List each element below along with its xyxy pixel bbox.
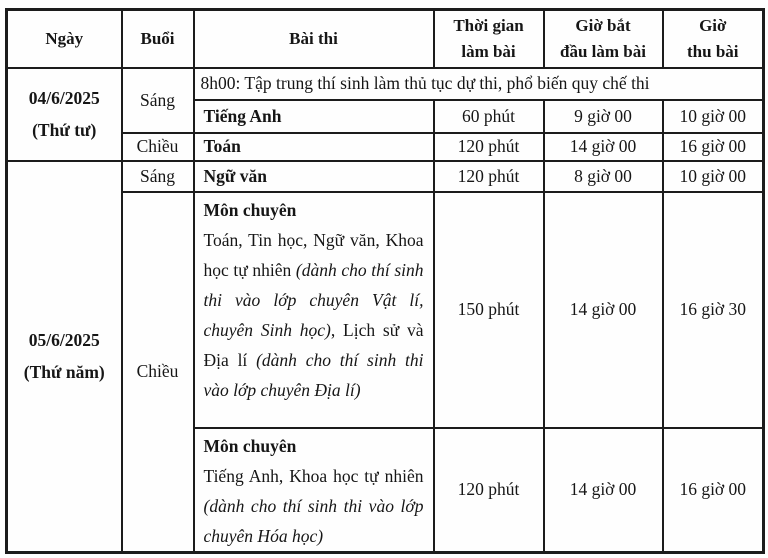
session-cell-day2-afternoon: Chiều bbox=[120, 190, 195, 553]
description-run: Tiếng Anh, Khoa học tự nhiên bbox=[203, 465, 424, 486]
collect-time-cell-specialized-2: 16 giờ 00 bbox=[661, 426, 765, 553]
table-row-announcement: 04/6/2025 (Thứ tư) Sáng 8h00: Tập trung … bbox=[5, 66, 765, 162]
announcement-cell: 8h00: Tập trung thí sinh làm thủ tục dự … bbox=[192, 66, 765, 101]
table-row-literature: 05/6/2025 (Thứ năm) Sáng Ngữ văn 120 phú… bbox=[5, 159, 765, 553]
duration-cell-specialized-1: 150 phút bbox=[432, 190, 545, 429]
session-cell-day1-afternoon: Chiều bbox=[120, 131, 195, 162]
duration-cell-math: 120 phút bbox=[432, 131, 545, 162]
specialized-exam-title-2: Môn chuyên bbox=[203, 435, 297, 456]
specialized-exam-description-1: Toán, Tin học, Ngữ văn, Khoa học tự nhiê… bbox=[204, 225, 424, 405]
start-time-cell-specialized-2: 14 giờ 00 bbox=[542, 426, 664, 553]
collect-time-cell-literature: 10 giờ 00 bbox=[661, 159, 765, 193]
start-time-cell-math: 14 giờ 00 bbox=[542, 131, 664, 162]
duration-cell-literature: 120 phút bbox=[432, 159, 545, 193]
session-cell-day2-morning: Sáng bbox=[120, 159, 195, 193]
header-cell-date: Ngày bbox=[5, 8, 123, 69]
collect-time-cell-specialized-1: 16 giờ 30 bbox=[661, 190, 765, 429]
date-cell-day2: 05/6/2025 (Thứ năm) bbox=[5, 159, 123, 553]
start-time-cell-specialized-1: 14 giờ 00 bbox=[542, 190, 664, 429]
exam-name-cell-specialized-2: Môn chuyên Tiếng Anh, Khoa học tự nhiên … bbox=[192, 426, 435, 553]
table-row-specialized-2: Môn chuyên Tiếng Anh, Khoa học tự nhiên … bbox=[7, 426, 765, 553]
description-run-italic: (dành cho thí sinh thi vào lớp chuyên Hó… bbox=[203, 495, 424, 546]
duration-cell-specialized-2: 120 phút bbox=[432, 426, 545, 553]
table-row-math: Chiều Toán 120 phút 14 giờ 00 16 giờ 00 bbox=[7, 131, 765, 162]
start-time-cell-literature: 8 giờ 00 bbox=[542, 159, 664, 193]
specialized-exam-title-1: Môn chuyên bbox=[203, 199, 297, 220]
exam-name-cell-literature: Ngữ văn bbox=[192, 159, 435, 193]
description-run-italic: (dành cho thí sinh thi vào lớp chuyên Vậ… bbox=[203, 259, 424, 340]
date-cell-day1: 04/6/2025 (Thứ tư) bbox=[5, 66, 123, 162]
collect-time-cell-english: 10 giờ 00 bbox=[661, 98, 765, 134]
exam-name-cell-math: Toán bbox=[192, 131, 435, 162]
exam-schedule-table: Ngày Buổi Bài thi Thời gian làm bài Giờ … bbox=[5, 8, 765, 554]
header-cell-start-time: Giờ bắt đầu làm bài bbox=[542, 8, 664, 69]
description-run-italic: (dành cho thí sinh thi vào lớp chuyên Đị… bbox=[203, 349, 424, 400]
exam-name-cell-specialized-1: Môn chuyên Toán, Tin học, Ngữ văn, Khoa … bbox=[192, 190, 435, 429]
exam-name-cell-english: Tiếng Anh bbox=[192, 98, 435, 134]
table-header-row: Ngày Buổi Bài thi Thời gian làm bài Giờ … bbox=[5, 8, 765, 69]
header-cell-collect-time: Giờ thu bài bbox=[661, 8, 765, 69]
specialized-exam-description-2: Tiếng Anh, Khoa học tự nhiên (dành cho t… bbox=[204, 461, 424, 551]
collect-time-cell-math: 16 giờ 00 bbox=[661, 131, 765, 162]
start-time-cell-english: 9 giờ 00 bbox=[542, 98, 664, 134]
header-cell-duration: Thời gian làm bài bbox=[432, 8, 545, 69]
table-row-specialized-1: Chiều Môn chuyên Toán, Tin học, Ngữ văn,… bbox=[7, 190, 765, 553]
table-row-english: Tiếng Anh 60 phút 9 giờ 00 10 giờ 00 bbox=[7, 98, 765, 134]
description-run: Toán, Tin học, Ngữ văn, Khoa học tự nhiê… bbox=[203, 229, 424, 280]
description-run: , Lịch sử và Địa lí bbox=[203, 319, 424, 370]
header-cell-session: Buổi bbox=[120, 8, 195, 69]
session-cell-day1-morning: Sáng bbox=[120, 66, 195, 134]
duration-cell-english: 60 phút bbox=[432, 98, 545, 134]
header-cell-exam: Bài thi bbox=[192, 8, 435, 69]
